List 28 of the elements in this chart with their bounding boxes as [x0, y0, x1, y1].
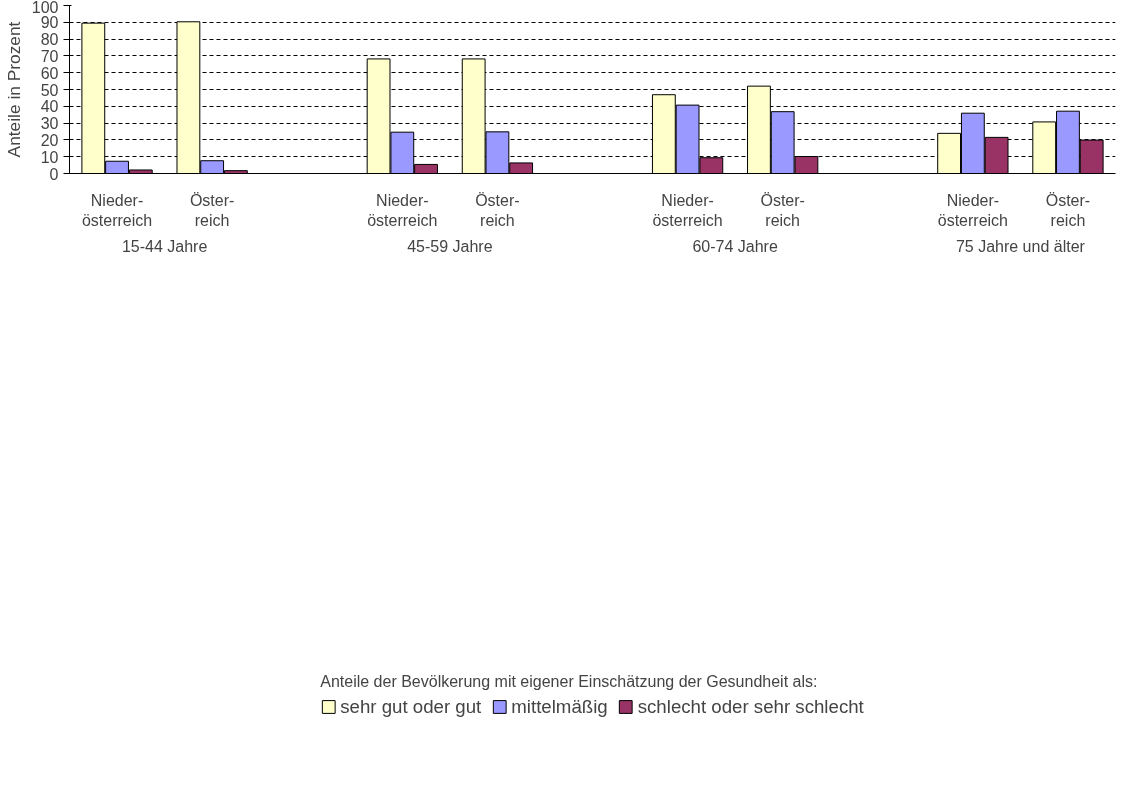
x-tick-label: Nieder- österreich [81, 191, 153, 229]
y-tick-label: 50 [40, 81, 59, 99]
x-tick-label: Öster- reich [1045, 191, 1091, 229]
y-tick-label: 40 [40, 98, 59, 116]
text: 60-74 Jahre [692, 237, 778, 255]
legend-label: mittelmäßig [511, 695, 608, 717]
x-tick-label: Öster- reich [475, 191, 520, 229]
y-tick-label: 60 [40, 64, 59, 82]
y-tick-label: 70 [40, 47, 59, 65]
y-tick-label: 80 [40, 31, 59, 49]
text: 45-59 Jahre [407, 237, 493, 255]
y-tick-label: 100 [31, 0, 59, 16]
x-tick-label: Öster- reich [189, 191, 235, 229]
x-tick-label: Nieder- österreich [367, 191, 438, 229]
legend-label: schlecht oder sehr schlecht [637, 695, 864, 717]
x-tick-label: Nieder- österreich [937, 191, 1008, 229]
y-tick-label: 10 [40, 148, 59, 166]
legend-title: Anteile der Bevölkerung mit eigener Einschätzung der Gesundheit als: [320, 672, 819, 690]
y-tick-label: 90 [40, 14, 59, 32]
x-tick-label: Öster- reich [760, 191, 805, 229]
text: 15-44 Jahre [121, 237, 208, 255]
x-tick-label: Nieder- österreich [652, 191, 723, 229]
y-tick-label: 0 [49, 165, 59, 183]
legend-label: sehr gut oder gut [340, 695, 482, 717]
text: 75 Jahre und älter [955, 237, 1086, 255]
y-axis-title: Anteile in Prozent [3, 21, 24, 158]
y-tick-label: 20 [40, 131, 59, 149]
y-tick-label: 30 [40, 115, 59, 133]
